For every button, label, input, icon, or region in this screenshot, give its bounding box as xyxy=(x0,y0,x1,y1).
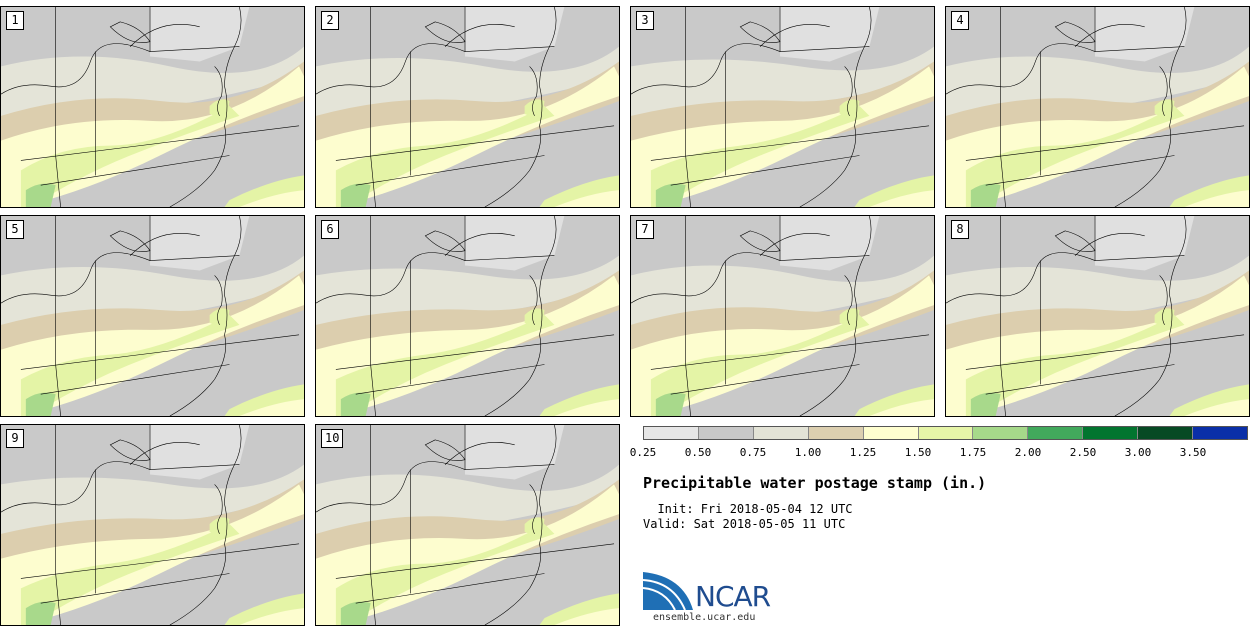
member-panel: 6 xyxy=(315,215,620,417)
logo-text: NCAR xyxy=(695,580,771,613)
valid-time: Valid: Sat 2018-05-05 11 UTC xyxy=(643,517,846,531)
precipitable-water-map xyxy=(1,216,304,416)
precipitable-water-map xyxy=(316,425,619,625)
colorbar-tick-label: 0.25 xyxy=(629,446,657,459)
colorbar-swatch xyxy=(1138,427,1194,439)
member-panel: 8 xyxy=(945,215,1250,417)
member-number: 5 xyxy=(6,220,24,239)
colorbar-tick-label: 1.50 xyxy=(904,446,932,459)
colorbar-swatch xyxy=(644,427,699,439)
member-panel: 9 xyxy=(0,424,305,626)
init-time: Init: Fri 2018-05-04 12 UTC xyxy=(643,502,853,516)
colorbar-ticks: 0.25 0.50 0.75 1.00 1.25 1.50 1.75 2.00 2.50 3.00… xyxy=(630,446,1260,460)
colorbar-swatch xyxy=(698,427,754,439)
colorbar-swatch xyxy=(918,427,974,439)
colorbar-swatch xyxy=(808,427,864,439)
member-panel: 2 xyxy=(315,6,620,208)
member-panel: 7 xyxy=(630,215,935,417)
member-panel: 5 xyxy=(0,215,305,417)
precipitable-water-map xyxy=(631,7,934,207)
member-number: 2 xyxy=(321,11,339,30)
colorbar xyxy=(643,426,1248,440)
colorbar-swatch xyxy=(973,427,1029,439)
member-number: 8 xyxy=(951,220,969,239)
member-number: 4 xyxy=(951,11,969,30)
member-panel: 10 xyxy=(315,424,620,626)
colorbar-tick-label: 1.00 xyxy=(794,446,822,459)
precipitable-water-map xyxy=(946,216,1249,416)
colorbar-tick-label: 0.75 xyxy=(739,446,767,459)
colorbar-tick-label: 1.25 xyxy=(849,446,877,459)
colorbar-tick-label: 2.50 xyxy=(1069,446,1097,459)
precipitable-water-map xyxy=(631,216,934,416)
colorbar-tick-label: 3.00 xyxy=(1124,446,1152,459)
member-number: 10 xyxy=(321,429,344,448)
precipitable-water-map xyxy=(316,7,619,207)
precipitable-water-map xyxy=(946,7,1249,207)
precipitable-water-map xyxy=(316,216,619,416)
member-number: 6 xyxy=(321,220,339,239)
colorbar-tick-label: 3.50 xyxy=(1179,446,1207,459)
chart-title: Precipitable water postage stamp (in.) xyxy=(643,474,987,492)
member-number: 9 xyxy=(6,429,24,448)
precipitable-water-map xyxy=(1,7,304,207)
precipitable-water-map xyxy=(1,425,304,625)
colorbar-tick-label: 2.00 xyxy=(1014,446,1042,459)
colorbar-swatch xyxy=(1083,427,1139,439)
member-number: 1 xyxy=(6,11,24,30)
member-panel: 4 xyxy=(945,6,1250,208)
ncar-logo-icon xyxy=(643,572,693,611)
member-number: 3 xyxy=(636,11,654,30)
member-panel: 1 xyxy=(0,6,305,208)
colorbar-swatch xyxy=(863,427,919,439)
colorbar-tick-label: 1.75 xyxy=(959,446,987,459)
colorbar-swatch xyxy=(753,427,809,439)
colorbar-swatch xyxy=(1193,427,1247,439)
source-url: ensemble.ucar.edu xyxy=(653,612,756,623)
colorbar-swatch xyxy=(1028,427,1084,439)
member-number: 7 xyxy=(636,220,654,239)
colorbar-tick-label: 0.50 xyxy=(684,446,712,459)
member-panel: 3 xyxy=(630,6,935,208)
